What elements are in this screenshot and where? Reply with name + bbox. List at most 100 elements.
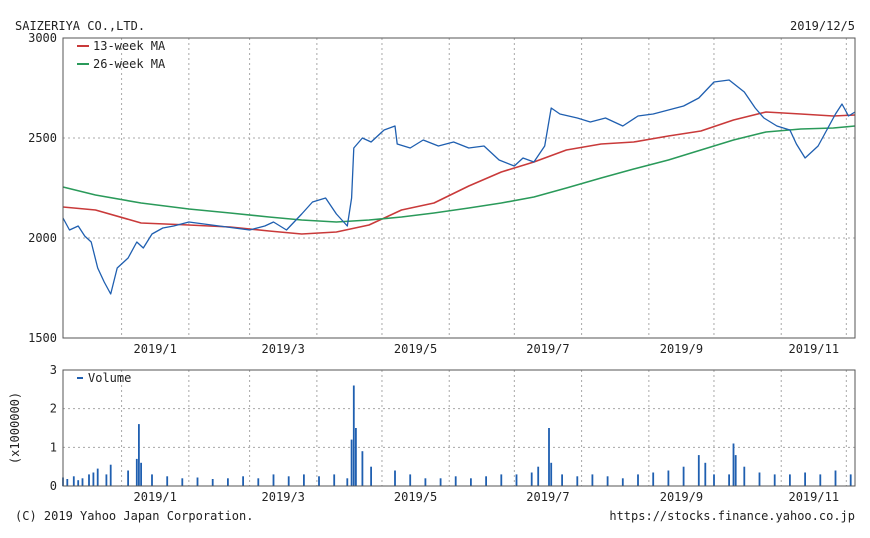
volume-bar — [667, 470, 670, 486]
plot-frame — [62, 369, 856, 487]
volume-bar — [515, 474, 518, 486]
volume-bar — [530, 472, 533, 486]
x-tick-label: 2019/9 — [660, 490, 703, 504]
volume-bar — [485, 476, 487, 486]
legend-label: Volume — [88, 371, 131, 385]
volume-bar — [81, 478, 84, 486]
y-tick-label: 3 — [50, 363, 57, 377]
company-name: SAIZERIYA CO.,LTD. — [15, 19, 145, 33]
volume-panel: 0 1 2 3 2019/1 2019/3 2019/5 2019/7 2019/9 2019/1… — [8, 363, 856, 504]
volume-bar — [637, 474, 639, 486]
volume-bar — [166, 476, 169, 486]
x-tick-label: 2019/7 — [526, 342, 569, 356]
volume-bar — [88, 474, 90, 486]
volume-bar — [728, 474, 730, 486]
x-tick-label: 2019/1 — [134, 490, 177, 504]
volume-bar — [500, 474, 503, 486]
volume-bar — [682, 466, 685, 486]
x-tick-label: 2019/3 — [262, 342, 305, 356]
volume-bar — [140, 462, 142, 486]
volume-bar — [394, 470, 396, 486]
volume-bar — [352, 385, 355, 486]
volume-bar — [652, 472, 655, 486]
price-panel: 1500 2000 2500 3000 2019/1 2019/3 2019/5 2019/7… — [28, 31, 856, 356]
y-tick-label: 2 — [50, 402, 57, 416]
volume-bar — [66, 479, 69, 486]
volume-bar — [834, 470, 837, 486]
x-tick-label: 2019/7 — [526, 490, 569, 504]
ma26-line — [62, 125, 856, 223]
volume-bar — [849, 474, 852, 486]
volume-bar — [257, 478, 260, 486]
volume-bar — [789, 474, 791, 486]
copyright-text: (C) 2019 Yahoo Japan Corporation. — [15, 509, 253, 523]
plot-frame — [62, 37, 856, 339]
volume-bar — [135, 458, 138, 486]
volume-bar — [732, 443, 735, 486]
volume-bar — [704, 462, 707, 486]
source-url: https://stocks.finance.yahoo.co.jp — [609, 509, 855, 523]
volume-bar — [370, 466, 372, 486]
legend-label: 26-week MA — [93, 57, 166, 71]
volume-bar — [138, 424, 140, 486]
volume-bar — [819, 474, 822, 486]
x-tick-label: 2019/11 — [788, 490, 839, 504]
volume-bar — [550, 462, 553, 486]
volume-bar — [537, 466, 540, 486]
volume-bar — [621, 478, 624, 486]
volume-bar — [591, 474, 594, 486]
y-axis-label: (x1000000) — [8, 392, 22, 464]
volume-bar — [92, 472, 95, 486]
volume-bar — [758, 472, 761, 486]
volume-bar — [109, 464, 112, 486]
volume-bar — [181, 478, 184, 486]
x-tick-label: 2019/3 — [262, 490, 305, 504]
volume-bar — [242, 476, 244, 486]
volume-bar — [439, 478, 442, 486]
y-tick-label: 2500 — [28, 131, 57, 145]
volume-bar — [318, 476, 320, 486]
volume-bar — [211, 479, 214, 486]
volume-bar — [77, 480, 80, 486]
volume-bar — [424, 478, 427, 486]
volume-bar — [196, 477, 199, 486]
y-tick-label: 1500 — [28, 331, 57, 345]
x-tick-label: 2019/1 — [134, 342, 177, 356]
volume-bar — [127, 470, 129, 486]
chart-date: 2019/12/5 — [790, 19, 855, 33]
volume-bar — [272, 474, 275, 486]
legend-label: 13-week MA — [93, 39, 166, 53]
y-tick-label: 2000 — [28, 231, 57, 245]
volume-bar — [72, 476, 75, 486]
volume-bar — [606, 476, 609, 486]
volume-bar — [713, 474, 715, 486]
volume-bar — [333, 474, 336, 486]
volume-bar — [227, 478, 229, 486]
volume-bar — [576, 476, 579, 486]
volume-bar — [350, 439, 353, 486]
x-tick-label: 2019/5 — [394, 342, 437, 356]
volume-bar — [105, 474, 108, 486]
x-tick-label: 2019/11 — [788, 342, 839, 356]
volume-bar — [346, 478, 349, 486]
volume-bar — [355, 428, 357, 486]
volume-bar — [96, 468, 99, 486]
volume-bar — [548, 428, 550, 486]
volume-bar — [151, 474, 153, 486]
price-line — [62, 79, 856, 295]
y-tick-label: 1 — [50, 440, 57, 454]
volume-bar — [804, 472, 806, 486]
volume-bar — [361, 451, 364, 486]
y-tick-label: 3000 — [28, 31, 57, 45]
volume-bar — [773, 474, 776, 486]
x-tick-label: 2019/9 — [660, 342, 703, 356]
volume-bar — [561, 474, 563, 486]
volume-bar — [743, 466, 746, 486]
ma13-line — [62, 111, 856, 235]
volume-bar — [470, 478, 472, 486]
volume-bar — [697, 455, 700, 486]
y-tick-label: 0 — [50, 479, 57, 493]
x-tick-label: 2019/5 — [394, 490, 437, 504]
